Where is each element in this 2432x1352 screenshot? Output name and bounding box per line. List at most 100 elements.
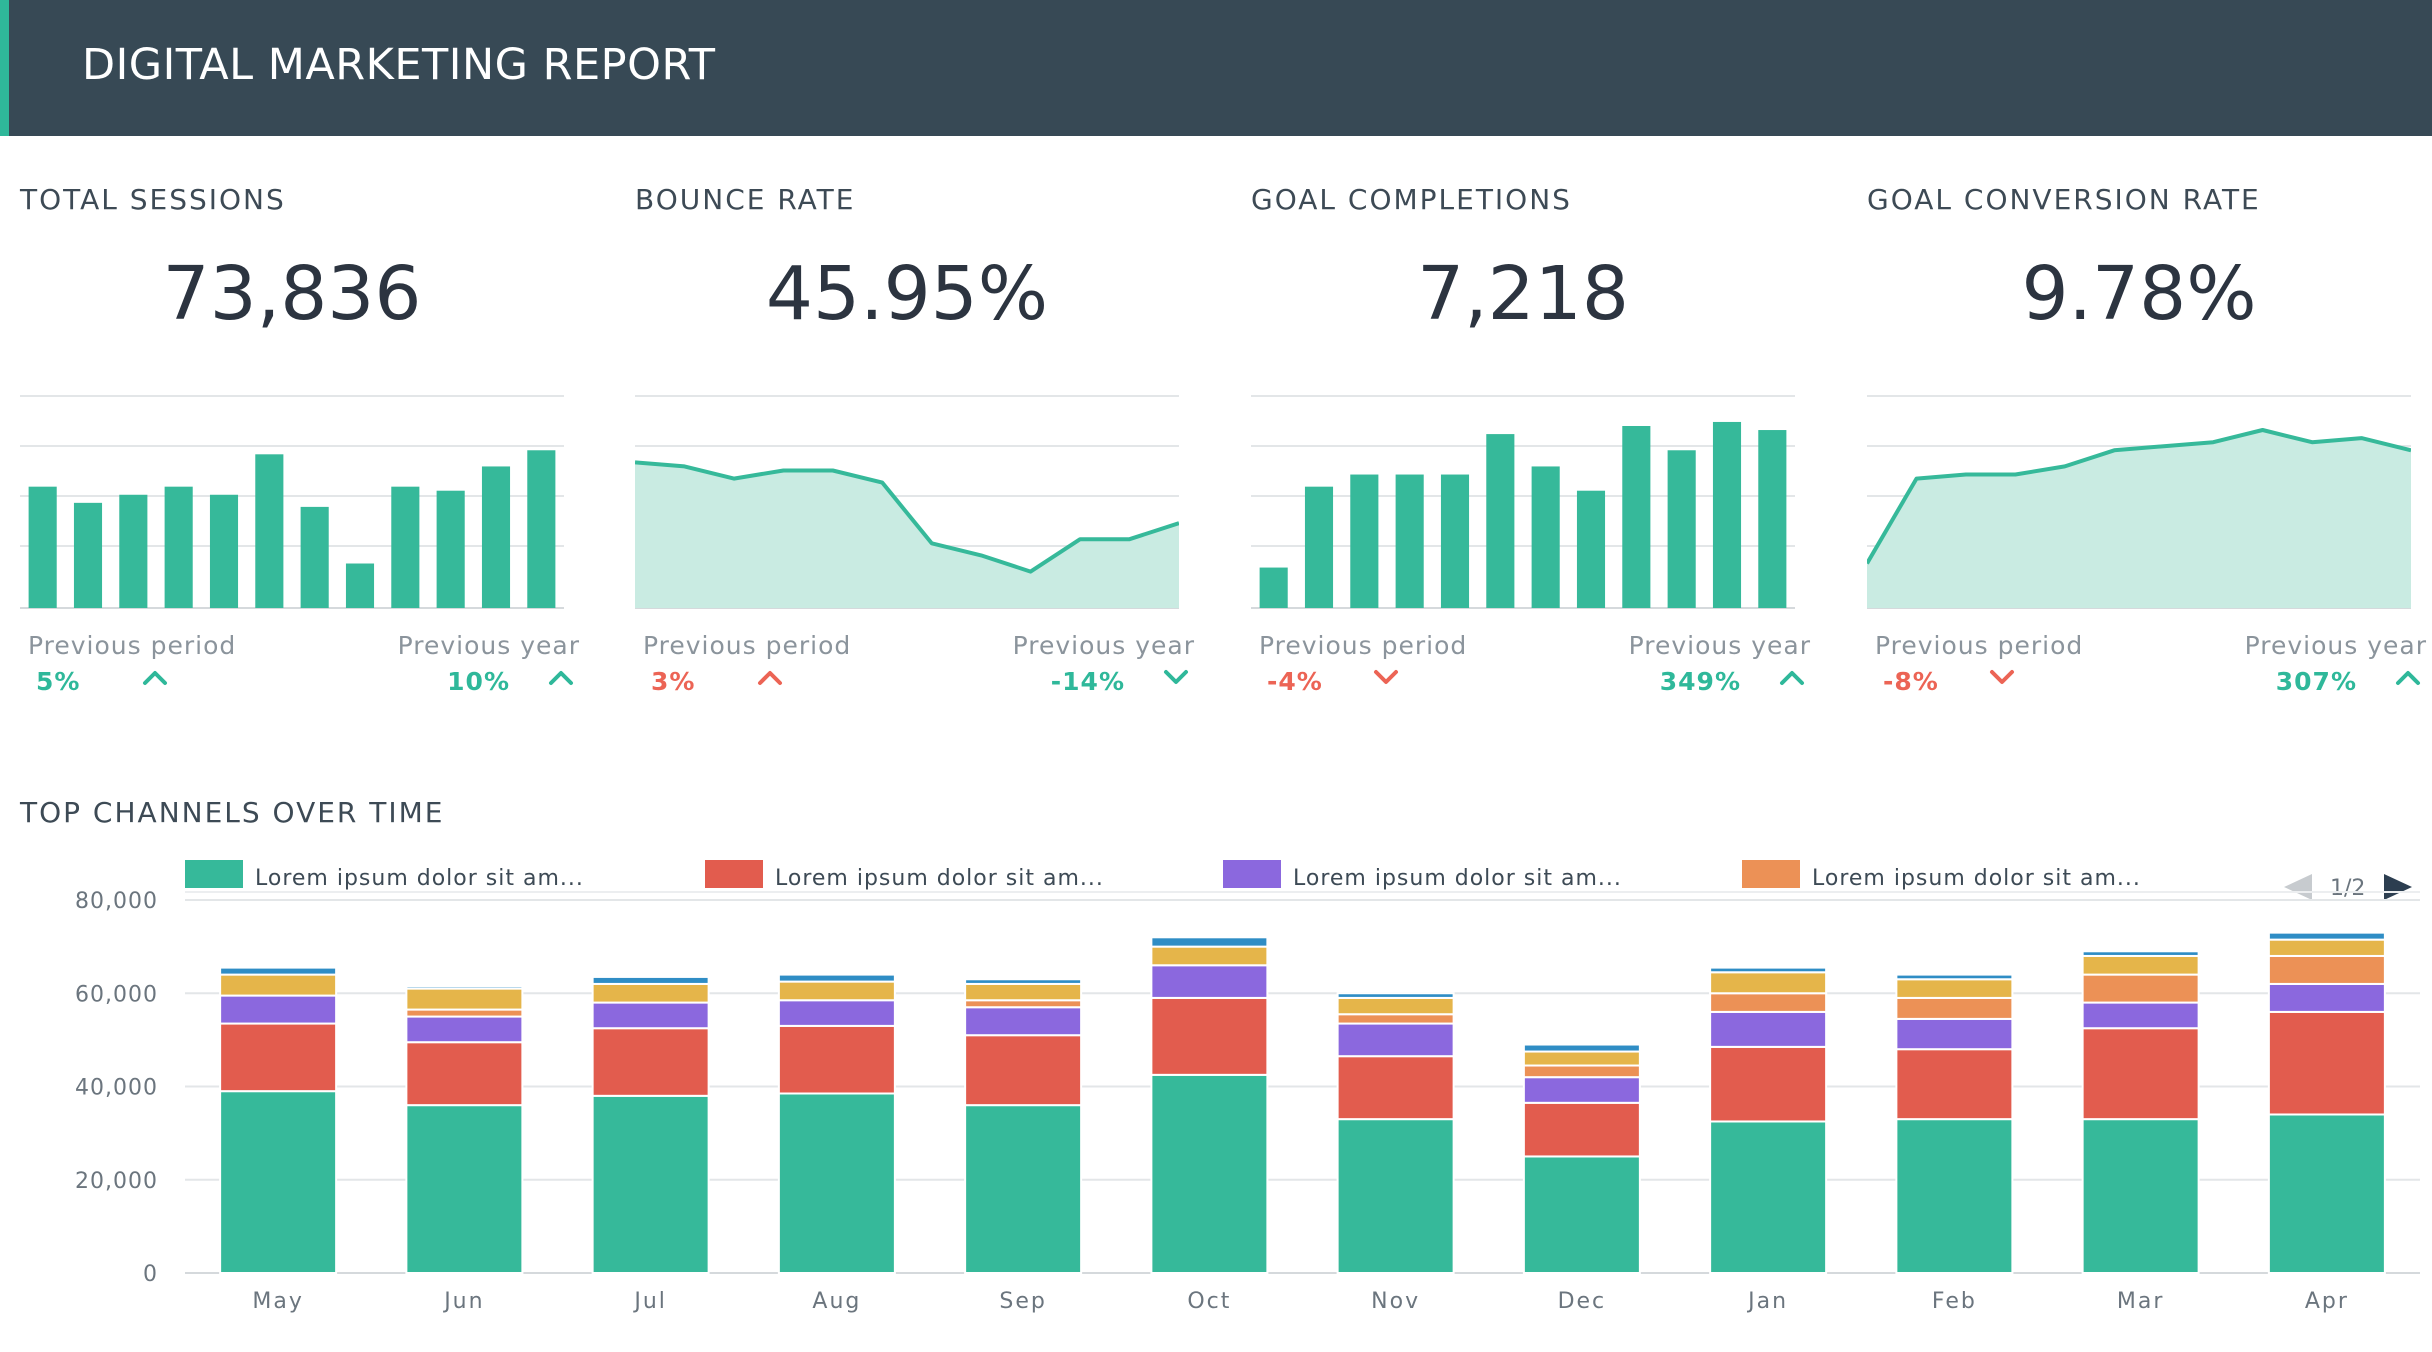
stacked-bar-segment[interactable] — [1150, 964, 1269, 999]
sparkline-bar — [345, 563, 375, 608]
stacked-bar-segment[interactable] — [2267, 982, 2386, 1013]
stacked-bar-segment[interactable] — [964, 1006, 1083, 1037]
stacked-bar-segment[interactable] — [591, 1094, 710, 1274]
stacked-bar-segment[interactable] — [1522, 1043, 1641, 1053]
stacked-bar-segment[interactable] — [2267, 938, 2386, 957]
stacked-bar-segment[interactable] — [219, 1022, 338, 1093]
legend-prev-icon[interactable] — [2284, 874, 2312, 900]
sparkline-bar — [1667, 450, 1696, 608]
stacked-bar-segment[interactable] — [219, 973, 338, 997]
stacked-bar-segment[interactable] — [1522, 1050, 1641, 1067]
stacked-bar-segment[interactable] — [405, 1015, 524, 1044]
stacked-bar-segment[interactable] — [405, 1104, 524, 1274]
stacked-bar-segment[interactable] — [2267, 1113, 2386, 1274]
sparkline-bar — [300, 506, 329, 608]
stacked-bar-segment[interactable] — [2081, 954, 2200, 976]
x-tick-label: Apr — [2305, 1289, 2349, 1314]
stacked-bar-segment[interactable] — [405, 987, 524, 1011]
stacked-bar-segment[interactable] — [405, 1041, 524, 1107]
kpi-panel: GOAL COMPLETIONS 7,218 Previous period -4% P… — [1231, 136, 1821, 726]
stacked-bar-segment[interactable] — [1336, 1118, 1455, 1275]
stacked-bar-segment[interactable] — [1522, 1101, 1641, 1158]
stacked-bar-segment[interactable] — [405, 985, 524, 990]
stacked-bar-segment[interactable] — [1522, 1155, 1641, 1274]
stacked-bar-segment[interactable] — [1336, 1022, 1455, 1058]
sparkline-bar — [255, 454, 284, 608]
stacked-bar-segment[interactable] — [1895, 1048, 2014, 1121]
stacked-bar-segment[interactable] — [1895, 978, 2014, 999]
sparkline-bar — [1304, 486, 1334, 608]
sparkline-bar — [1486, 434, 1515, 608]
y-tick-label: 60,000 — [75, 982, 158, 1007]
stacked-bar-segment[interactable] — [219, 994, 338, 1025]
stacked-bar-segment[interactable] — [777, 1092, 896, 1274]
x-tick-label: Sep — [999, 1289, 1046, 1314]
chevron-up-icon — [1780, 671, 1804, 685]
legend-item[interactable]: Lorem ipsum dolor sit am... — [705, 860, 1104, 891]
stacked-bar-segment[interactable] — [777, 1024, 896, 1095]
stacked-bar-segment[interactable] — [1336, 1013, 1455, 1025]
stacked-bar-segment[interactable] — [964, 999, 1083, 1009]
stacked-bar-segment[interactable] — [1336, 996, 1455, 1016]
previous-period-value: 5% — [36, 667, 81, 696]
stacked-bar-segment[interactable] — [591, 1027, 710, 1097]
stacked-bar-segment[interactable] — [1150, 945, 1269, 967]
stacked-bar-segment[interactable] — [591, 1001, 710, 1030]
stacked-bar-segment[interactable] — [2267, 1010, 2386, 1116]
stacked-bar-segment[interactable] — [405, 1008, 524, 1018]
sparkline-bar — [164, 486, 193, 608]
stacked-bar-segment[interactable] — [2081, 1027, 2200, 1121]
previous-year-label: Previous year — [2244, 631, 2427, 660]
stacked-bar-segment[interactable] — [777, 999, 896, 1027]
stacked-bar-segment[interactable] — [1895, 1017, 2014, 1051]
legend-swatch — [1223, 860, 1281, 888]
stacked-bar-segment[interactable] — [1150, 996, 1269, 1076]
previous-period-value: 3% — [651, 667, 696, 696]
stacked-bar-segment[interactable] — [2081, 973, 2200, 1004]
sparkline-bar — [436, 490, 465, 608]
stacked-bar-segment[interactable] — [1709, 971, 1828, 995]
stacked-bar-segment[interactable] — [964, 978, 1083, 985]
stacked-bar-segment[interactable] — [1709, 992, 1828, 1013]
stacked-bar-segment[interactable] — [2081, 950, 2200, 957]
stacked-bar-segment[interactable] — [1336, 1055, 1455, 1121]
stacked-bar-segment[interactable] — [2267, 954, 2386, 985]
chevron-up-icon — [2396, 671, 2420, 685]
sparkline-area — [635, 462, 1179, 608]
stacked-bar-segment[interactable] — [777, 973, 896, 983]
stacked-bar-segment[interactable] — [1709, 1120, 1828, 1274]
legend-next-icon[interactable] — [2384, 874, 2412, 900]
sparkline-bar — [28, 486, 57, 608]
stacked-bar-segment[interactable] — [1709, 1010, 1828, 1048]
previous-period-value: -4% — [1267, 667, 1323, 696]
stacked-bar-segment[interactable] — [1522, 1076, 1641, 1104]
stacked-bar-segment[interactable] — [1150, 936, 1269, 948]
stacked-bar-segment[interactable] — [1150, 1073, 1269, 1274]
stacked-bar-segment[interactable] — [2267, 931, 2386, 941]
legend-item[interactable]: Lorem ipsum dolor sit am... — [185, 860, 584, 891]
stacked-bar-segment[interactable] — [964, 1034, 1083, 1107]
stacked-bar-segment[interactable] — [1522, 1064, 1641, 1079]
stacked-bar-segment[interactable] — [964, 982, 1083, 1002]
stacked-bar-segment[interactable] — [1709, 1045, 1828, 1123]
stacked-bar-segment[interactable] — [1895, 996, 2014, 1020]
stacked-bar-segment[interactable] — [777, 980, 896, 1002]
stacked-bar-segment[interactable] — [1895, 1118, 2014, 1275]
stacked-bar-segment[interactable] — [2081, 1001, 2200, 1030]
stacked-bar-segment[interactable] — [219, 1090, 338, 1274]
stacked-bar-segment[interactable] — [2081, 1118, 2200, 1275]
stacked-bar-segment[interactable] — [1895, 973, 2014, 981]
stacked-bar-segment[interactable] — [219, 966, 338, 976]
stacked-bar-segment[interactable] — [1336, 992, 1455, 999]
stacked-bar-segment[interactable] — [591, 982, 710, 1004]
report-title: DIGITAL MARKETING REPORT — [82, 40, 716, 90]
stacked-bar-segment[interactable] — [1709, 966, 1828, 974]
sparkline-bar — [1576, 490, 1606, 608]
sparkline-bar — [209, 494, 239, 608]
x-tick-label: Feb — [1932, 1289, 1977, 1314]
legend-item[interactable]: Lorem ipsum dolor sit am... — [1742, 860, 2141, 891]
sparkline-bar — [1395, 474, 1424, 608]
legend-item[interactable]: Lorem ipsum dolor sit am... — [1223, 860, 1622, 891]
stacked-bar-segment[interactable] — [964, 1104, 1083, 1274]
stacked-bar-segment[interactable] — [591, 975, 710, 985]
